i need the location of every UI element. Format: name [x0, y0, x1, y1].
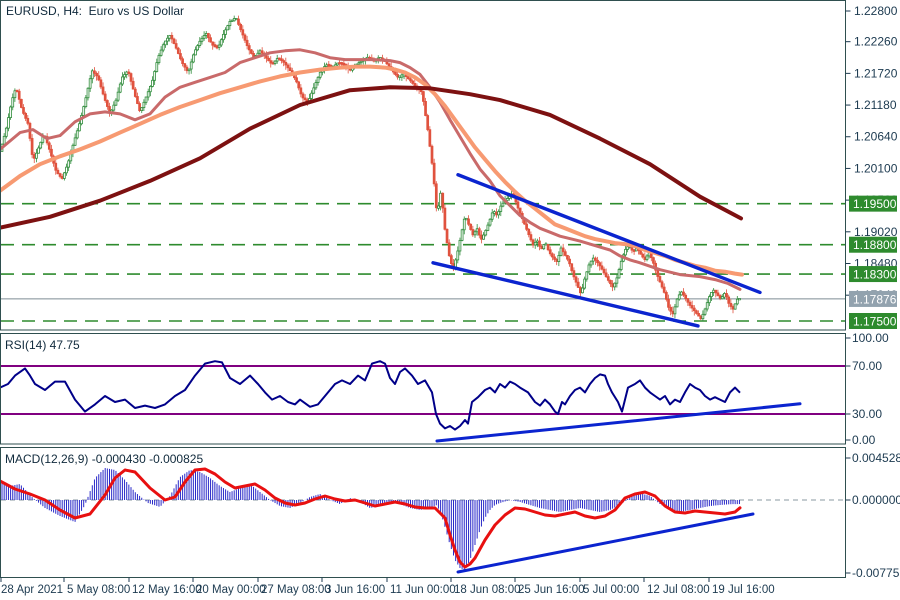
ma-fast-line: [0, 48, 742, 291]
svg-text:5 Jul 00:00: 5 Jul 00:00: [583, 584, 639, 596]
svg-text:0.004528: 0.004528: [852, 451, 900, 465]
svg-text:3 Jun 16:00: 3 Jun 16:00: [325, 584, 385, 596]
svg-text:-0.007756: -0.007756: [852, 566, 900, 580]
svg-text:1.19020: 1.19020: [854, 225, 898, 239]
svg-text:0.00: 0.00: [852, 433, 876, 447]
svg-text:28 Apr 2021: 28 Apr 2021: [1, 584, 63, 596]
svg-text:11 Jun 00:00: 11 Jun 00:00: [390, 584, 456, 596]
svg-text:25 Jun 16:00: 25 Jun 16:00: [518, 584, 585, 596]
svg-text:19 Jul 16:00: 19 Jul 16:00: [712, 584, 775, 596]
svg-text:18 Jun 08:00: 18 Jun 08:00: [454, 584, 521, 596]
price-axis[interactable]: 1.22800 1.22260 1.21720 1.21180 1.20640 1.201…: [845, 4, 900, 580]
svg-text:1.20640: 1.20640: [854, 130, 898, 144]
ma-slow-line: [0, 85, 743, 230]
svg-text:27 May 08:00: 27 May 08:00: [261, 584, 331, 596]
macd-panel: [0, 467, 846, 574]
svg-text:30.00: 30.00: [852, 407, 882, 421]
support-resistance-levels[interactable]: [1, 202, 846, 322]
svg-text:100.00: 100.00: [852, 331, 889, 345]
level-price-box: [849, 266, 897, 283]
svg-text:1.22260: 1.22260: [854, 35, 898, 49]
level-price-box: [849, 195, 897, 212]
svg-text:1.17876: 1.17876: [853, 292, 897, 306]
svg-text:1.19500: 1.19500: [853, 197, 897, 211]
upper-channel-trendline: [456, 173, 762, 295]
macd-signal-line: [0, 467, 742, 569]
svg-text:1.21720: 1.21720: [854, 66, 898, 80]
rsi-trendline[interactable]: [435, 402, 802, 443]
trendlines-layer[interactable]: [431, 173, 762, 328]
svg-text:1.22800: 1.22800: [854, 4, 898, 18]
svg-text:1.20100: 1.20100: [854, 161, 898, 175]
svg-text:1.21180: 1.21180: [854, 98, 897, 112]
svg-text:1.17500: 1.17500: [853, 315, 897, 329]
level-price-box: [849, 236, 897, 253]
svg-text:12 Jul 08:00: 12 Jul 08:00: [647, 584, 710, 596]
macd-trendline[interactable]: [456, 512, 755, 574]
current-price-box: [849, 290, 897, 307]
svg-text:12 May 16:00: 12 May 16:00: [132, 584, 202, 596]
svg-text:5 May 08:00: 5 May 08:00: [67, 584, 130, 596]
rsi-panel: [0, 360, 846, 443]
svg-text:1.18800: 1.18800: [853, 238, 897, 252]
svg-text:70.00: 70.00: [852, 359, 882, 373]
level-price-box: [849, 313, 897, 329]
panel-borders: [0, 0, 846, 578]
candles-layer: [0, 15, 741, 322]
svg-text:20 May 00:00: 20 May 00:00: [196, 584, 266, 596]
svg-text:0.000000: 0.000000: [852, 493, 900, 507]
lower-channel-trendline: [431, 261, 700, 328]
svg-text:1.18300: 1.18300: [853, 268, 897, 282]
